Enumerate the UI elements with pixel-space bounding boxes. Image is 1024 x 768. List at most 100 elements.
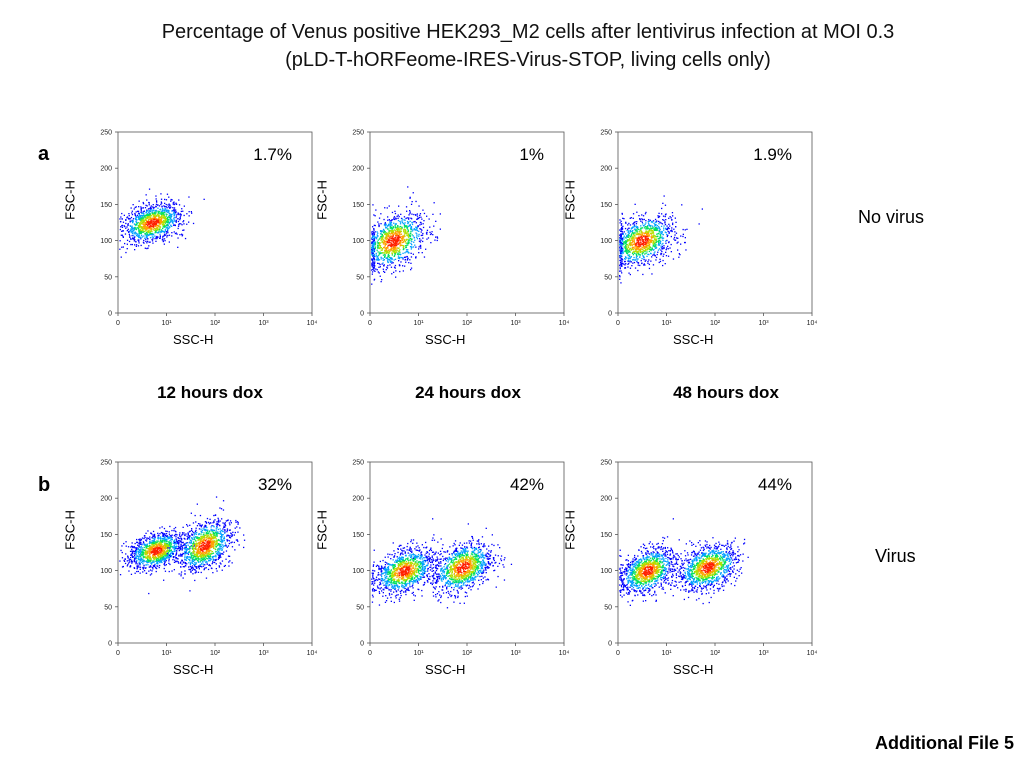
scatter-dot: [171, 220, 173, 222]
scatter-dot: [146, 538, 148, 540]
scatter-dot: [659, 228, 661, 230]
scatter-dot: [379, 233, 382, 235]
scatter-dot: [222, 528, 224, 530]
scatter-dot: [140, 209, 142, 211]
scatter-dot: [135, 218, 137, 221]
scatter-dot: [135, 211, 137, 213]
scatter-dot: [416, 238, 419, 240]
scatter-dot: [141, 216, 143, 218]
scatter-dot: [192, 556, 194, 558]
scatter-dot: [629, 267, 632, 269]
scatter-dot: [193, 544, 195, 546]
scatter-dot: [407, 251, 409, 253]
scatter-dot: [404, 219, 406, 221]
scatter-dot: [639, 264, 641, 267]
scatter-dot: [172, 546, 174, 548]
scatter-dot: [627, 224, 629, 226]
scatter-dot: [153, 558, 155, 560]
scatter-dot: [417, 217, 420, 220]
scatter-dot: [371, 246, 373, 249]
scatter-dot: [158, 205, 161, 207]
scatter-dot: [175, 545, 177, 547]
scatter-dot: [145, 221, 147, 224]
scatter-dot: [665, 255, 668, 257]
scatter-dot: [629, 242, 631, 244]
scatter-dot: [143, 564, 145, 566]
scatter-dot: [148, 225, 150, 228]
scatter-dot: [145, 211, 147, 213]
scatter-dot: [399, 254, 402, 256]
scatter-dot: [665, 251, 667, 253]
scatter-dot: [405, 242, 407, 244]
scatter-dot: [154, 536, 156, 538]
scatter-dot: [161, 212, 163, 214]
scatter-dot: [410, 230, 412, 233]
scatter-dot: [206, 547, 208, 549]
scatter-dot: [372, 257, 375, 259]
scatter-dot: [379, 266, 381, 268]
scatter-dot: [396, 236, 398, 239]
scatter-dot: [198, 544, 200, 546]
scatter-dot: [698, 223, 700, 225]
scatter-dot: [158, 215, 160, 218]
scatter-dot: [192, 560, 195, 562]
x-tick-label: 10³: [510, 320, 521, 327]
scatter-dot: [635, 229, 637, 231]
x-tick-label: 10⁴: [307, 650, 318, 657]
scatter-dot: [170, 555, 172, 557]
scatter-dot: [372, 241, 374, 243]
scatter-dot: [162, 547, 164, 550]
scatter-dot: [133, 237, 135, 239]
scatter-dot: [128, 561, 131, 563]
scatter-dot: [378, 254, 380, 256]
scatter-dot: [146, 551, 149, 553]
scatter-dot: [390, 266, 393, 268]
scatter-dot: [658, 212, 660, 214]
scatter-dot: [142, 563, 144, 565]
scatter-dot: [396, 239, 398, 241]
scatter-dot: [148, 556, 150, 559]
scatter-dot: [638, 254, 640, 256]
scatter-dot: [403, 223, 406, 225]
scatter-dot: [398, 247, 400, 249]
scatter-dot: [151, 230, 153, 232]
scatter-dot: [138, 232, 141, 234]
scatter-dot: [146, 236, 148, 238]
scatter-dot: [162, 240, 164, 243]
scatter-dot: [390, 231, 393, 233]
scatter-dot: [380, 233, 382, 235]
scatter-dot: [176, 540, 179, 543]
scatter-dot: [657, 249, 660, 251]
scatter-dot: [659, 241, 661, 243]
scatter-dot: [182, 229, 184, 231]
scatter-dot: [638, 250, 640, 252]
scatter-dot: [371, 237, 373, 239]
scatter-dot: [141, 236, 144, 238]
scatter-dot: [151, 209, 153, 211]
scatter-dot: [145, 556, 147, 558]
scatter-dot: [178, 546, 180, 549]
scatter-dot: [138, 538, 140, 541]
scatter-dot: [149, 574, 152, 576]
scatter-dot: [645, 228, 647, 230]
scatter-dot: [390, 230, 392, 232]
x-tick-label: 10²: [710, 320, 721, 327]
scatter-dot: [623, 241, 625, 243]
scatter-dot: [386, 243, 388, 245]
scatter-dot: [661, 230, 663, 233]
scatter-dot: [636, 241, 639, 243]
scatter-dot: [159, 223, 161, 225]
scatter-dot: [166, 221, 168, 223]
scatter-dot: [224, 530, 226, 532]
scatter-dot: [157, 210, 159, 213]
scatter-dot: [168, 241, 170, 243]
scatter-dot: [156, 218, 158, 220]
scatter-dot: [140, 557, 142, 559]
scatter-dot: [665, 242, 667, 244]
scatter-dot: [631, 227, 633, 229]
scatter-dot: [173, 208, 175, 210]
x-axis-label: SSC-H: [425, 332, 466, 347]
scatter-dot: [653, 245, 655, 247]
scatter-dot: [433, 202, 435, 204]
scatter-dot: [651, 227, 653, 229]
